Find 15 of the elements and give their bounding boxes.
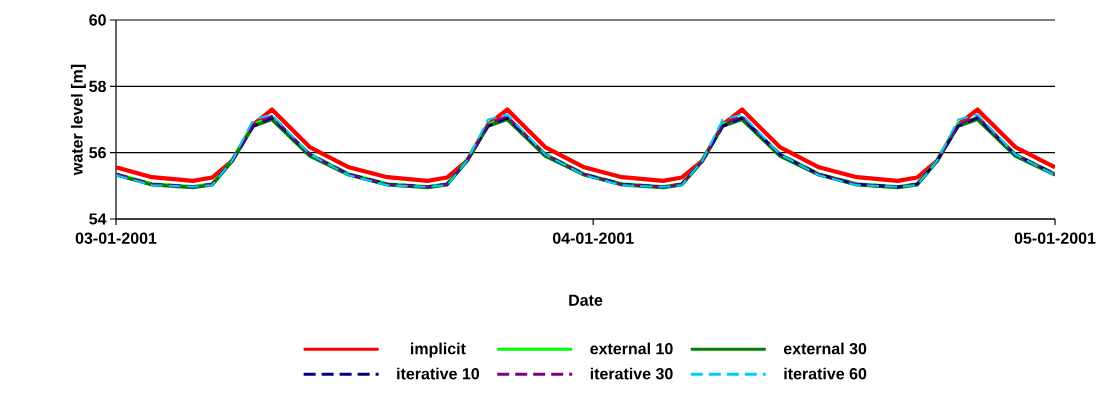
legend-label: iterative 60 <box>784 367 867 380</box>
y-tick-label: 54 <box>89 213 107 225</box>
y-tick-label: 56 <box>89 147 106 159</box>
legend-label: implicit <box>411 342 466 358</box>
y-tick-label: 58 <box>89 80 106 92</box>
y-tick-label: 60 <box>89 14 106 26</box>
x-axis-title: Date <box>569 294 603 306</box>
legend-label: external 10 <box>590 342 673 355</box>
x-tick-label: 05-01-2001 <box>1014 232 1096 244</box>
y-axis-title: water level [m] <box>70 64 86 176</box>
x-tick-label: 03-01-2001 <box>75 232 157 244</box>
legend-label: iterative 10 <box>397 367 480 380</box>
x-tick-label: 04-01-2001 <box>552 232 634 244</box>
legend-label: external 30 <box>783 342 867 355</box>
legend-label: iterative 30 <box>590 367 673 380</box>
